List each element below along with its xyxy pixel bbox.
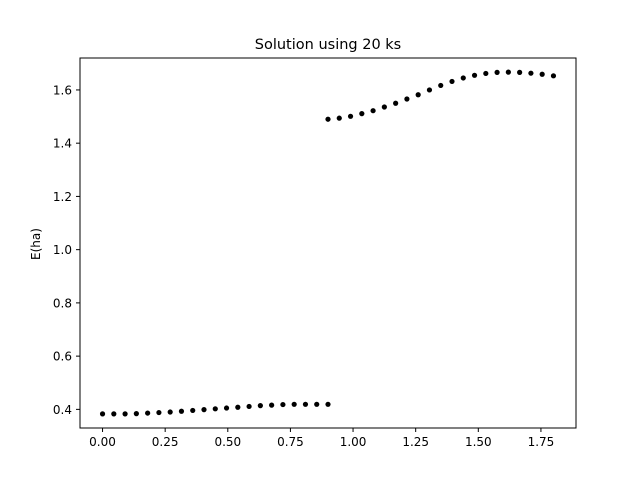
chart-title: Solution using 20 ks xyxy=(255,37,401,53)
data-point xyxy=(505,69,511,75)
data-point xyxy=(347,113,354,119)
y-tick-label: 1.2 xyxy=(53,190,72,204)
y-tick-label: 1.4 xyxy=(53,137,72,151)
data-point xyxy=(223,405,230,411)
data-point xyxy=(111,411,117,417)
y-tick-label: 0.8 xyxy=(53,296,72,310)
data-point xyxy=(212,406,218,412)
y-tick-label: 1.6 xyxy=(53,83,72,97)
plot-area: 0.00 0.25 0.50 0.75 1.00 1.25 1.50 1.75 0.4 0.6 0.… xyxy=(53,69,557,449)
data-point xyxy=(539,71,545,77)
data-point xyxy=(99,411,106,417)
data-point xyxy=(280,401,286,408)
data-point xyxy=(269,402,275,408)
data-point xyxy=(359,111,365,117)
data-point xyxy=(438,82,444,89)
data-point xyxy=(393,100,399,106)
data-point xyxy=(325,116,331,122)
data-point xyxy=(257,403,263,409)
data-point xyxy=(449,78,455,85)
data-point xyxy=(246,403,252,410)
data-point xyxy=(167,409,173,415)
data-point xyxy=(517,69,523,75)
data-point xyxy=(415,92,421,98)
data-point xyxy=(460,75,466,81)
data-point xyxy=(302,401,309,407)
data-point xyxy=(550,73,557,79)
y-tick-label: 1.0 xyxy=(53,243,72,257)
data-point xyxy=(156,409,162,416)
x-tick-label: 0.75 xyxy=(277,435,304,449)
data-point xyxy=(235,404,241,410)
x-tick-label: 1.00 xyxy=(340,435,367,449)
y-tick-label: 0.4 xyxy=(53,403,72,417)
data-point xyxy=(426,87,433,93)
x-tick-label: 1.50 xyxy=(465,435,492,449)
data-point xyxy=(178,408,185,414)
data-point xyxy=(528,70,534,76)
data-point xyxy=(201,407,207,413)
x-tick-label: 1.25 xyxy=(402,435,429,449)
data-point xyxy=(190,407,196,414)
x-tick-label: 0.25 xyxy=(152,435,179,449)
data-point xyxy=(325,401,331,407)
data-point xyxy=(122,411,128,417)
data-point xyxy=(145,410,151,416)
data-point xyxy=(381,104,387,110)
data-point xyxy=(494,69,500,75)
x-tick-label: 0.00 xyxy=(89,435,116,449)
x-tick-label: 1.75 xyxy=(528,435,555,449)
data-point xyxy=(404,96,410,102)
data-point xyxy=(336,115,342,121)
data-point xyxy=(291,401,297,407)
data-point xyxy=(483,70,489,77)
data-point xyxy=(370,108,376,114)
data-point xyxy=(314,401,320,407)
plot-frame xyxy=(79,57,577,429)
x-tick-label: 0.50 xyxy=(214,435,241,449)
y-axis-label: E(ha) xyxy=(29,228,43,260)
data-point xyxy=(471,72,478,78)
data-point xyxy=(133,411,139,417)
y-tick-label: 0.6 xyxy=(53,350,72,364)
